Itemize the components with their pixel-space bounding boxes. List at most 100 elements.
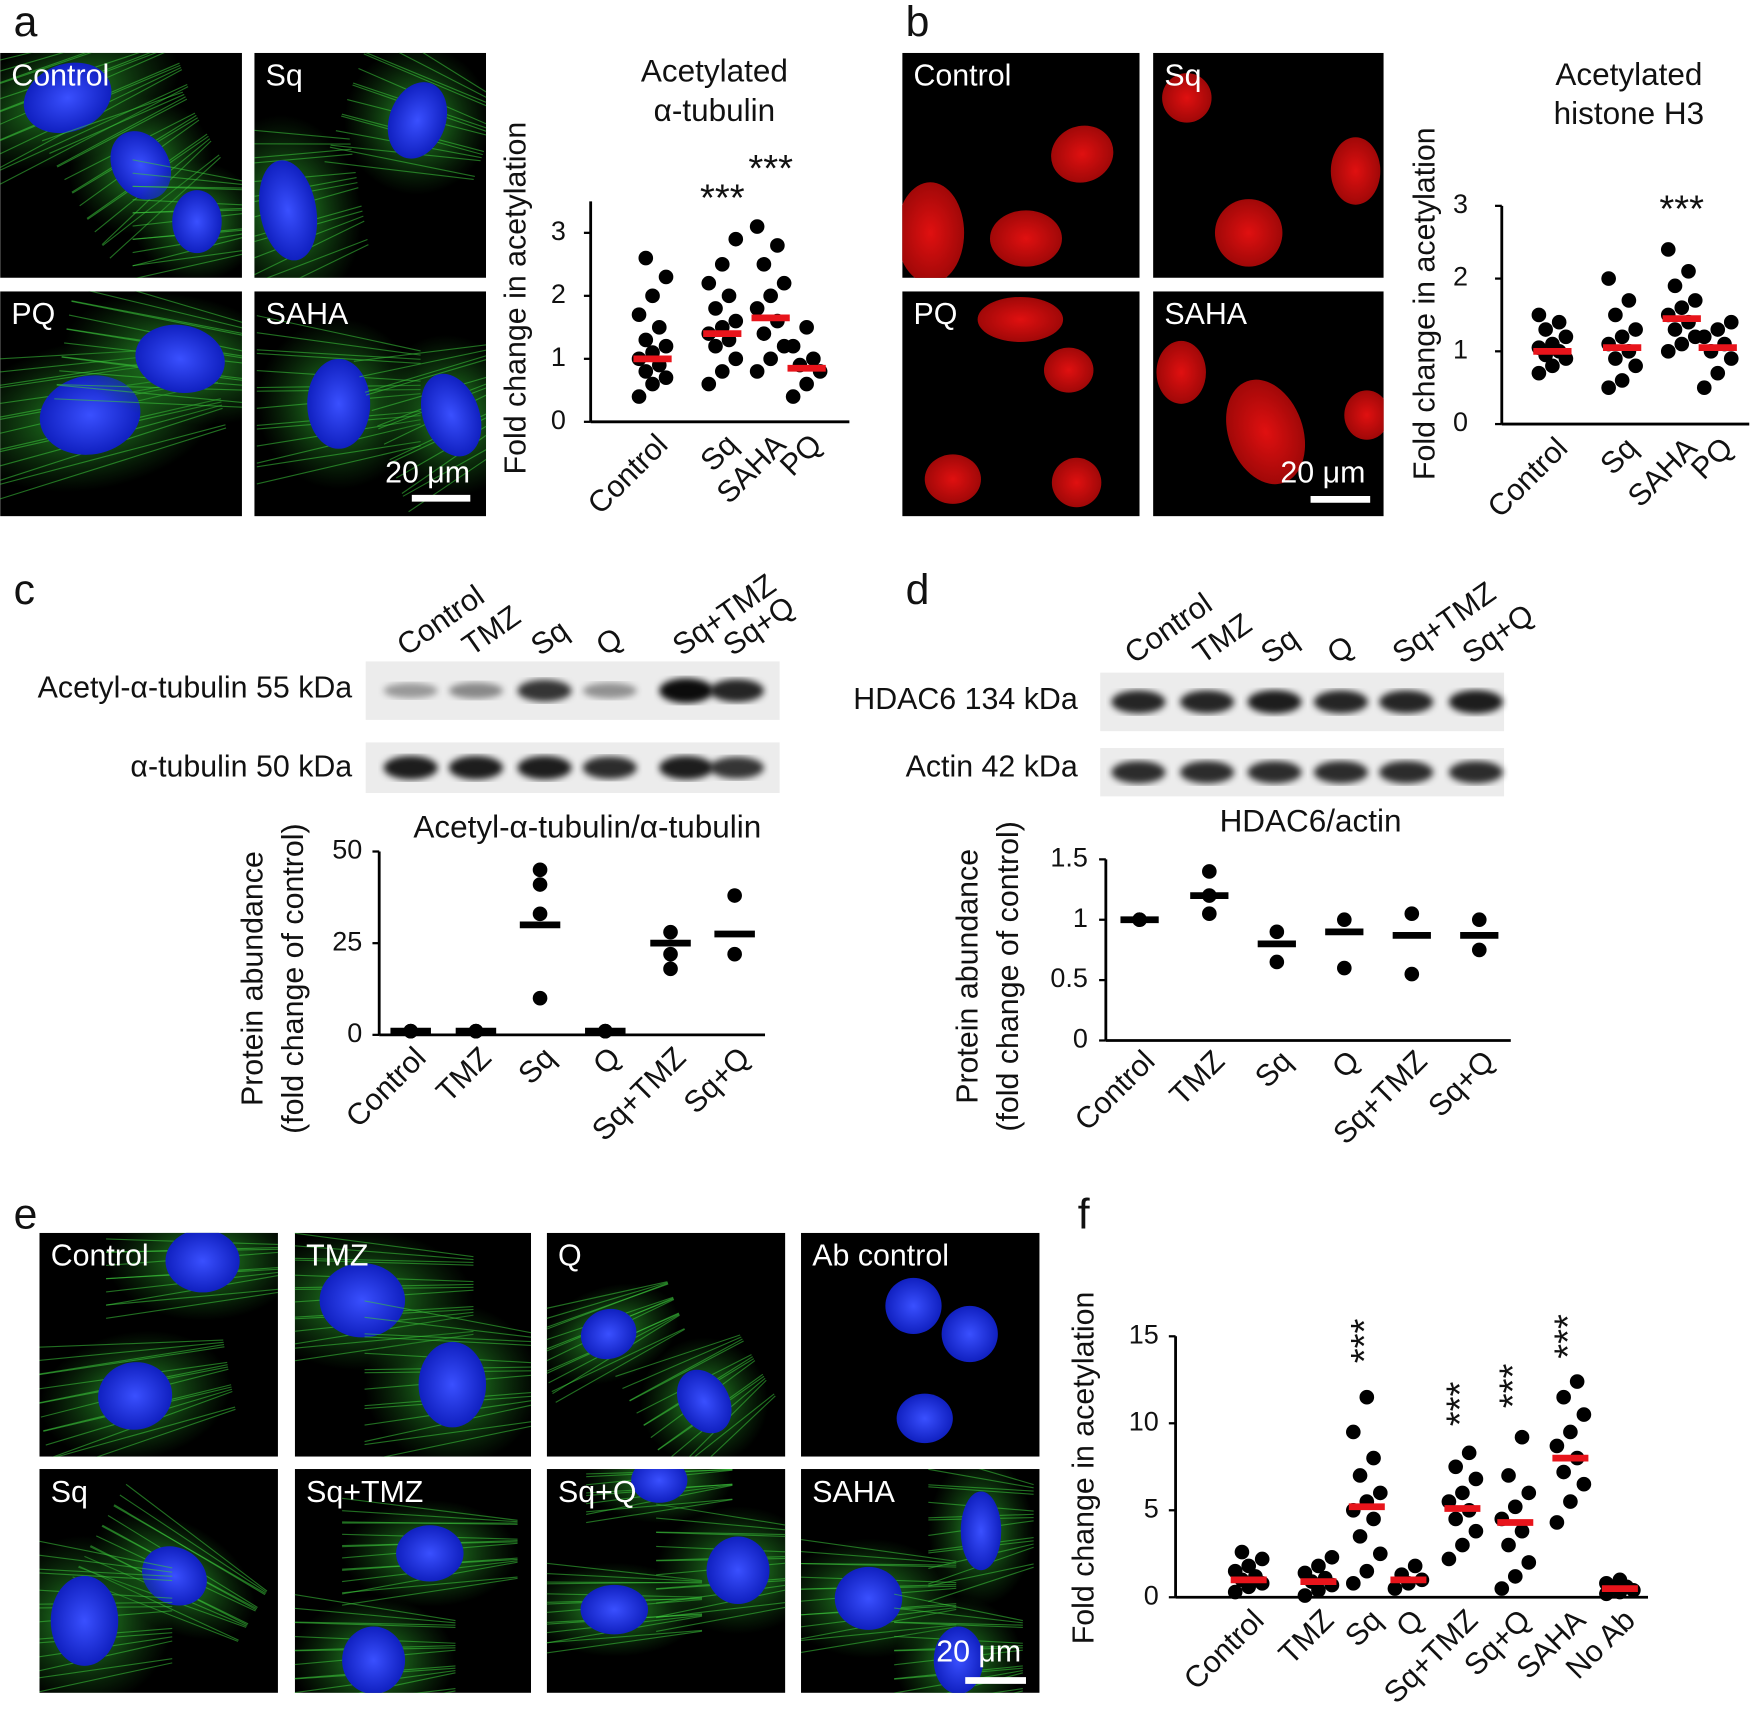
nucleus	[259, 160, 318, 261]
fiber	[364, 1421, 532, 1446]
fiber	[928, 1469, 1034, 1489]
data-point	[645, 288, 660, 304]
band	[1111, 690, 1166, 714]
data-point	[749, 364, 765, 379]
data-point	[1241, 1558, 1257, 1574]
data-point	[1576, 1407, 1592, 1422]
nucleus	[1043, 347, 1094, 393]
micrograph	[0, 52, 242, 278]
band	[1379, 690, 1434, 714]
image-label: Sq	[51, 1476, 88, 1509]
micrograph	[902, 52, 1140, 278]
data-point	[1674, 336, 1690, 352]
nucleus	[977, 296, 1064, 342]
band	[582, 682, 637, 699]
data-point	[1494, 1581, 1510, 1596]
data-point	[1601, 380, 1616, 396]
data-point	[776, 275, 792, 291]
data-point	[1563, 1494, 1578, 1509]
nucleus	[342, 1626, 406, 1693]
fiber	[50, 1408, 236, 1457]
data-point	[631, 389, 647, 404]
significance: ***	[1491, 1364, 1534, 1409]
fiber	[39, 1341, 224, 1362]
fiber	[364, 1316, 532, 1338]
x-tick-label: Q	[1390, 1604, 1430, 1644]
data-point	[1507, 1569, 1523, 1584]
data-point	[1563, 1424, 1578, 1440]
fiber	[656, 1531, 786, 1537]
data-point	[756, 326, 772, 341]
micrograph	[546, 1232, 786, 1457]
data-point	[1297, 1565, 1313, 1581]
blot-row-label: α-tubulin 50 kDa	[130, 750, 352, 783]
nucleus	[135, 324, 225, 393]
significance: ***	[1659, 188, 1704, 231]
data-point	[1471, 942, 1487, 958]
band	[1247, 690, 1302, 714]
data-point	[1558, 329, 1574, 345]
data-point	[1404, 906, 1420, 922]
data-point	[1696, 329, 1712, 345]
data-point	[1545, 336, 1560, 352]
y-tick-label: 50	[332, 835, 362, 865]
fiber	[48, 1406, 236, 1457]
y-axis-label: Fold change in acetylation	[1068, 1292, 1101, 1645]
x-tick-label: Control	[1069, 1045, 1162, 1138]
data-point	[1521, 1555, 1537, 1570]
x-tick-label: PQ	[1685, 432, 1739, 486]
y-tick-label: 2	[551, 279, 566, 309]
data-point	[1660, 242, 1676, 257]
band	[517, 679, 572, 702]
x-tick-label: PQ	[774, 428, 828, 482]
data-point	[1514, 1429, 1530, 1445]
image-label: Sq	[266, 60, 303, 93]
data-point	[658, 269, 674, 285]
data-point	[701, 376, 717, 392]
nucleus	[1156, 340, 1206, 404]
nucleus	[396, 1525, 464, 1582]
data-point	[638, 332, 654, 348]
fiber	[294, 1257, 474, 1263]
y-tick-label: 0.5	[1050, 963, 1088, 993]
nucleus	[941, 1305, 998, 1363]
fiber	[382, 1425, 532, 1457]
fiber	[656, 1606, 786, 1633]
fiber	[254, 124, 350, 140]
data-point	[756, 257, 772, 272]
data-point	[1514, 1523, 1530, 1539]
data-point	[1501, 1468, 1516, 1483]
band	[1313, 760, 1368, 784]
nucleus	[989, 210, 1062, 267]
image-label: SAHA	[812, 1476, 895, 1509]
x-tick-label: TMZ	[430, 1041, 497, 1108]
data-point	[1628, 322, 1643, 337]
data-point	[1710, 365, 1726, 381]
fiber	[586, 1498, 733, 1513]
nucleus	[960, 1491, 1002, 1571]
y-tick-label: 0	[1453, 407, 1468, 437]
data-point	[763, 351, 778, 367]
y-tick-label: 5	[1144, 1493, 1159, 1523]
fiber	[629, 1338, 743, 1402]
x-tick-label: TMZ	[1273, 1604, 1340, 1671]
chart-title: histone H3	[1554, 95, 1705, 131]
fiber	[629, 1340, 744, 1402]
x-tick-label: Q	[587, 1041, 627, 1081]
lane-label: Sq	[1255, 622, 1304, 670]
band	[709, 679, 764, 703]
image-label: SAHA	[266, 298, 349, 331]
fiber	[0, 52, 165, 90]
nucleus	[172, 190, 222, 254]
fiber	[413, 1688, 456, 1693]
data-point	[1614, 373, 1630, 388]
x-tick-label: Control	[1482, 432, 1575, 525]
nucleus	[50, 1575, 119, 1666]
panel-letter: d	[906, 566, 930, 614]
data-point	[1448, 1459, 1463, 1475]
image-label: Q	[558, 1240, 582, 1273]
data-point	[1387, 1581, 1403, 1596]
fiber	[329, 146, 475, 177]
x-tick-label: Sq+Q	[678, 1041, 757, 1120]
